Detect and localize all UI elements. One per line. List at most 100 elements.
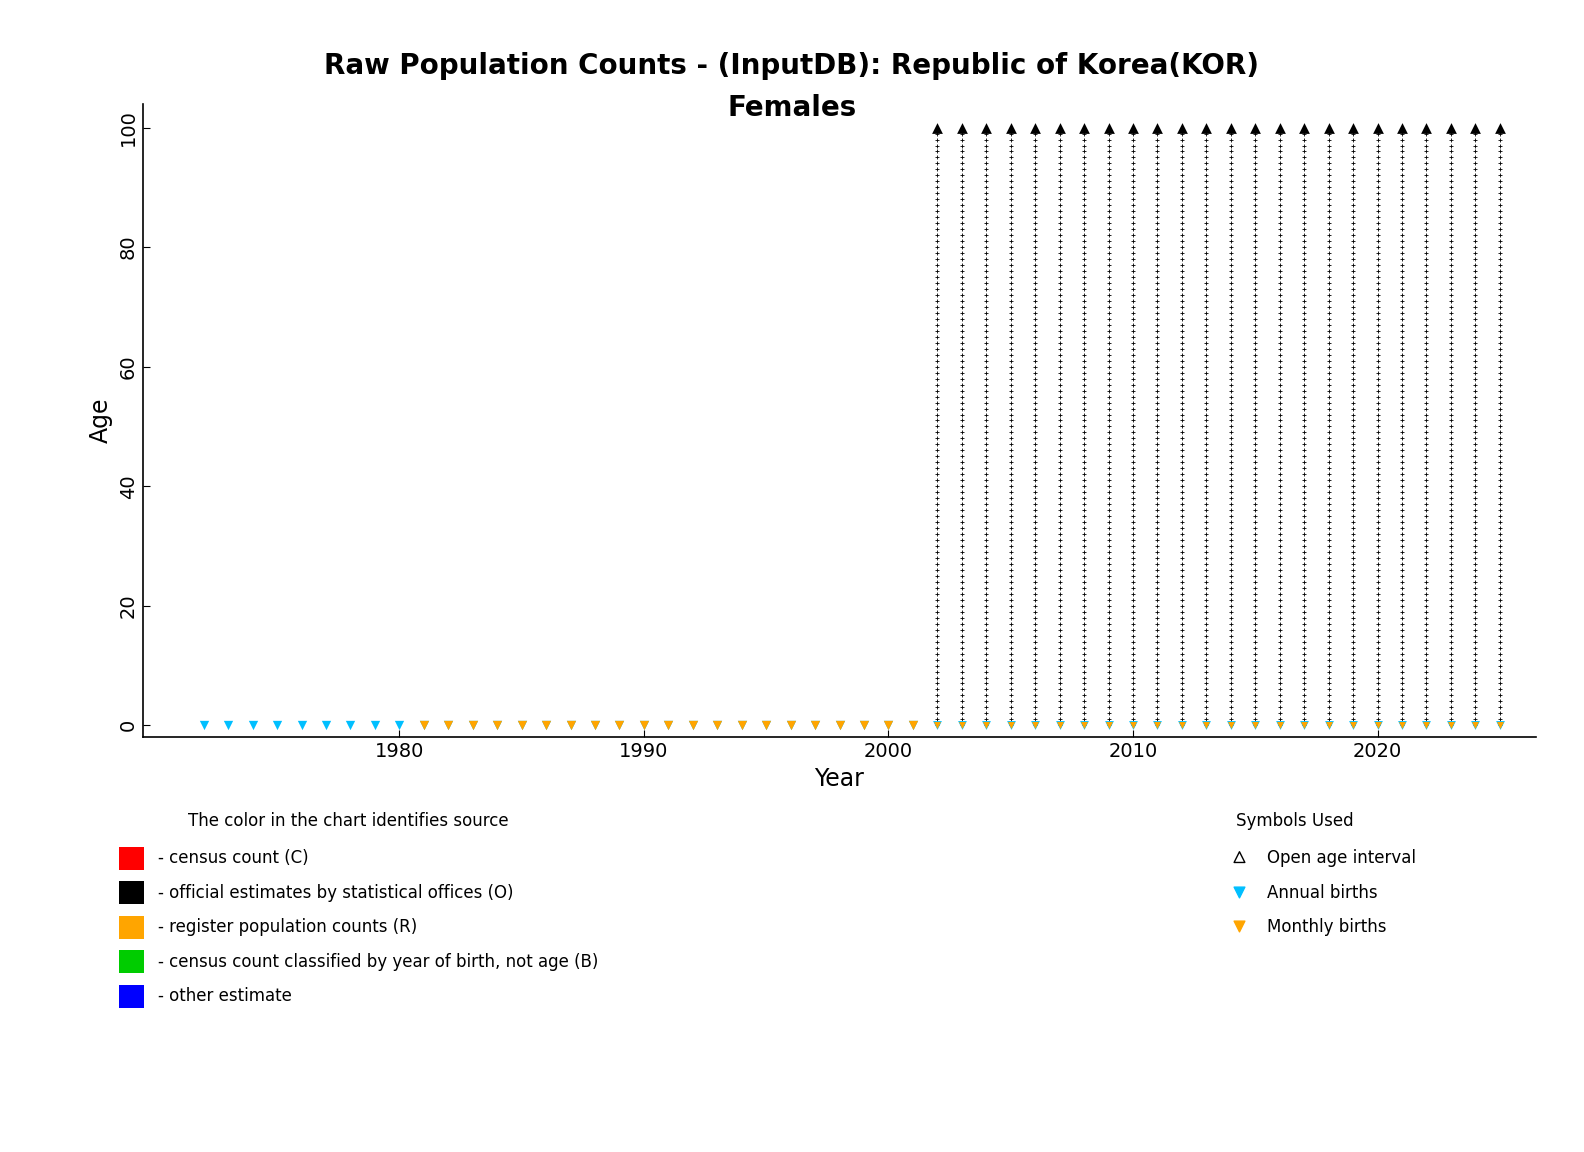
Point	[1047, 417, 1072, 435]
Point	[949, 698, 974, 717]
Point	[1194, 525, 1220, 544]
Point	[1365, 327, 1391, 346]
Point	[1487, 119, 1513, 137]
Point	[1438, 692, 1464, 711]
Point	[1120, 209, 1145, 227]
Point	[1242, 513, 1267, 531]
Point	[1415, 214, 1440, 233]
Point	[925, 573, 950, 591]
Text: Open age interval: Open age interval	[1267, 849, 1416, 867]
Point	[1047, 406, 1072, 424]
Point	[1242, 483, 1267, 501]
Point	[998, 687, 1023, 705]
Point	[1120, 495, 1145, 514]
Point	[1047, 244, 1072, 263]
Point	[1120, 477, 1145, 495]
Point	[1169, 632, 1194, 651]
Point	[1316, 537, 1342, 555]
Point	[1415, 578, 1440, 597]
Point	[1120, 483, 1145, 501]
Point	[1316, 495, 1342, 514]
Point	[583, 717, 608, 735]
Point	[1242, 393, 1267, 411]
Point	[1145, 567, 1171, 585]
Point	[1242, 537, 1267, 555]
Point	[1291, 651, 1316, 669]
Point	[1389, 584, 1415, 602]
Point	[1194, 244, 1220, 263]
Point	[1340, 704, 1365, 722]
Point	[508, 717, 534, 735]
Point	[1316, 501, 1342, 520]
Point	[1120, 717, 1145, 735]
Point	[1365, 621, 1391, 639]
Point	[1415, 363, 1440, 381]
Point	[1023, 525, 1049, 544]
Point	[998, 321, 1023, 340]
Point	[974, 381, 1000, 400]
Point	[1145, 591, 1171, 609]
Point	[949, 632, 974, 651]
Point	[1462, 363, 1487, 381]
Point	[1218, 160, 1243, 179]
Point	[1218, 567, 1243, 585]
Point	[925, 495, 950, 514]
Point	[1462, 548, 1487, 567]
Point	[1291, 441, 1316, 460]
Point	[1267, 214, 1293, 233]
Point	[1047, 430, 1072, 448]
Point	[1487, 370, 1513, 388]
Point	[1194, 435, 1220, 454]
Point	[1438, 274, 1464, 293]
Point	[1267, 119, 1293, 137]
Point	[1462, 190, 1487, 209]
Point	[1145, 717, 1171, 735]
Point	[1267, 430, 1293, 448]
Point	[1096, 124, 1121, 143]
Point	[1316, 483, 1342, 501]
Point	[1120, 400, 1145, 418]
Point	[974, 507, 1000, 525]
Point	[1047, 680, 1072, 698]
Point	[459, 717, 485, 735]
Point	[925, 447, 950, 465]
Point	[949, 488, 974, 507]
Point	[1120, 280, 1145, 298]
Point	[1096, 543, 1121, 561]
Point	[436, 717, 461, 735]
Point	[1242, 627, 1267, 645]
Point	[1071, 614, 1096, 632]
Point	[1218, 548, 1243, 567]
Point	[1120, 555, 1145, 574]
Point	[1340, 154, 1365, 173]
Point	[1462, 411, 1487, 430]
Point	[1462, 710, 1487, 728]
Point	[1487, 166, 1513, 184]
Point	[974, 638, 1000, 657]
Point	[949, 119, 974, 137]
Point	[1169, 477, 1194, 495]
Point	[998, 238, 1023, 257]
Point	[1389, 680, 1415, 698]
Point	[1120, 357, 1145, 376]
Point	[900, 717, 925, 735]
Point	[1316, 662, 1342, 681]
Point	[1071, 160, 1096, 179]
Point	[1365, 638, 1391, 657]
Point	[1120, 453, 1145, 471]
Point	[1389, 537, 1415, 555]
Point	[1145, 668, 1171, 687]
Point	[1096, 214, 1121, 233]
Point	[1415, 160, 1440, 179]
Point	[974, 561, 1000, 579]
Point	[1316, 214, 1342, 233]
Point	[1169, 154, 1194, 173]
Point	[1218, 704, 1243, 722]
Point	[998, 411, 1023, 430]
Point	[1145, 226, 1171, 244]
Point	[1267, 340, 1293, 358]
Point	[1047, 717, 1072, 735]
Point	[1340, 531, 1365, 550]
Point	[998, 513, 1023, 531]
Point	[1340, 513, 1365, 531]
